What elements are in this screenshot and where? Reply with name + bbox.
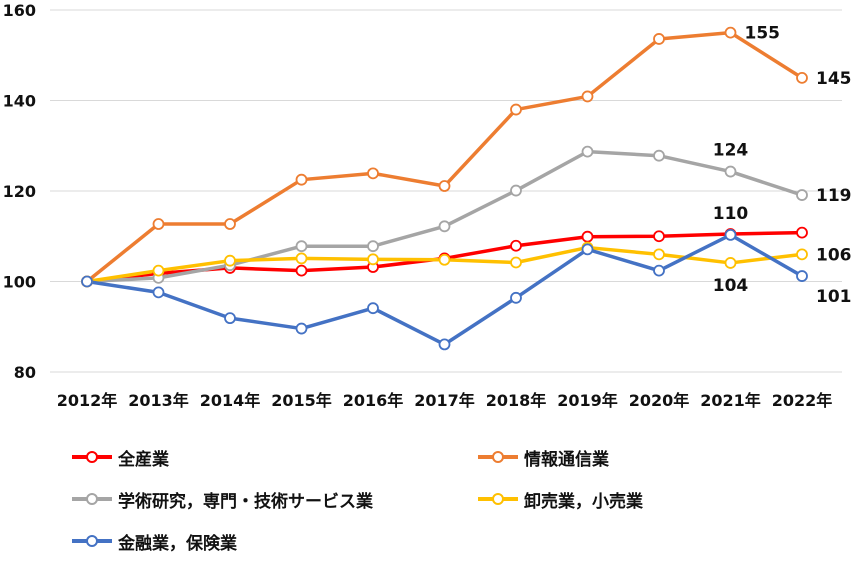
data-point — [581, 90, 594, 103]
data-point — [581, 145, 594, 158]
x-tick-label: 2022年 — [772, 391, 833, 410]
data-point — [653, 149, 665, 162]
data-label: 106 — [816, 245, 852, 265]
data-point — [295, 173, 308, 186]
legend-item: 情報通信業 — [478, 444, 609, 470]
line-chart: 80 100 120 140 160 2012年 2013年 2014年 2015年 2016年… — [3, 1, 852, 410]
data-point — [510, 103, 522, 116]
legend-marker — [86, 451, 98, 463]
data-labels: 155 145 124 119 110 104 106 101 — [713, 24, 852, 307]
data-point — [367, 240, 379, 253]
legend-item: 金融業，保険業 — [72, 528, 237, 554]
data-label: 119 — [816, 186, 852, 206]
y-tick-label: 100 — [3, 273, 36, 292]
data-point — [438, 180, 451, 192]
legend-item: 全産業 — [72, 444, 169, 470]
data-point — [653, 248, 665, 261]
data-point — [724, 257, 737, 269]
x-tick-label: 2014年 — [200, 391, 261, 410]
legend-swatch — [72, 528, 112, 554]
x-tick-label: 2020年 — [629, 391, 690, 410]
x-tick-label: 2016年 — [343, 391, 404, 410]
legend-marker — [492, 493, 504, 505]
x-tick-label: 2018年 — [486, 391, 547, 410]
y-axis: 80 100 120 140 160 — [3, 1, 36, 382]
data-point — [581, 243, 594, 256]
data-point — [224, 312, 236, 325]
legend-item: 学術研究，専門・技術サービス業 — [72, 486, 373, 512]
data-point — [295, 264, 308, 277]
legend-marker — [86, 535, 98, 547]
data-label: 155 — [745, 24, 781, 44]
x-axis: 2012年 2013年 2014年 2015年 2016年 2017年 2018年 2019年… — [57, 391, 833, 410]
data-point — [367, 167, 379, 180]
x-tick-label: 2012年 — [57, 391, 118, 410]
data-point — [295, 322, 308, 335]
series-line-1 — [85, 30, 803, 283]
data-point — [510, 239, 522, 252]
data-point — [796, 270, 808, 282]
legend-label: 情報通信業 — [524, 449, 609, 470]
legend-label: 金融業，保険業 — [118, 533, 237, 554]
y-tick-label: 80 — [14, 363, 36, 382]
data-point — [653, 264, 665, 277]
data-point — [510, 184, 522, 197]
legend-label: 卸売業，小売業 — [524, 491, 643, 512]
y-tick-label: 140 — [3, 92, 36, 111]
data-point — [510, 291, 522, 304]
legend-item: 卸売業，小売業 — [478, 486, 643, 512]
legend-marker — [86, 493, 98, 505]
data-point — [796, 71, 808, 84]
legend-label: 学術研究，専門・技術サービス業 — [118, 491, 373, 512]
legend-swatch — [72, 444, 112, 470]
data-point — [224, 254, 236, 267]
legend-label: 全産業 — [118, 449, 169, 470]
data-point — [367, 253, 379, 266]
data-point — [581, 230, 594, 243]
x-tick-label: 2019年 — [557, 391, 618, 410]
data-point — [796, 248, 808, 261]
series-line-4 — [86, 233, 803, 347]
legend-swatch — [478, 486, 518, 512]
data-point — [724, 165, 737, 178]
data-point — [295, 240, 308, 253]
data-point — [438, 220, 451, 233]
y-tick-label: 120 — [3, 182, 36, 201]
data-point — [224, 218, 236, 230]
data-point — [653, 33, 665, 45]
x-tick-label: 2017年 — [414, 391, 475, 410]
data-point — [724, 26, 737, 39]
x-tick-label: 2013年 — [128, 391, 189, 410]
data-point — [438, 338, 451, 351]
y-tick-label: 160 — [3, 1, 36, 20]
legend-marker — [492, 451, 504, 463]
data-point — [152, 218, 165, 230]
data-label: 101 — [816, 287, 852, 307]
data-point — [796, 226, 808, 239]
series-points — [81, 26, 808, 351]
data-point — [510, 256, 522, 269]
legend-swatch — [478, 444, 518, 470]
data-label: 104 — [713, 276, 749, 296]
x-tick-label: 2015年 — [271, 391, 332, 410]
legend-swatch — [72, 486, 112, 512]
data-label: 110 — [713, 204, 749, 224]
data-point — [81, 275, 93, 288]
data-label: 145 — [816, 69, 852, 89]
x-tick-label: 2021年 — [700, 391, 761, 410]
legend: 全産業 情報通信業学術研究，専門・技術サービス業 卸売業，小売業金融業，保険業 — [0, 445, 858, 565]
data-point — [724, 228, 737, 241]
data-point — [152, 286, 165, 299]
data-point — [295, 252, 308, 265]
data-point — [367, 302, 379, 315]
data-point — [653, 230, 665, 243]
data-point — [796, 189, 808, 201]
data-point — [152, 264, 165, 277]
data-label: 124 — [713, 141, 749, 161]
data-point — [438, 253, 451, 266]
